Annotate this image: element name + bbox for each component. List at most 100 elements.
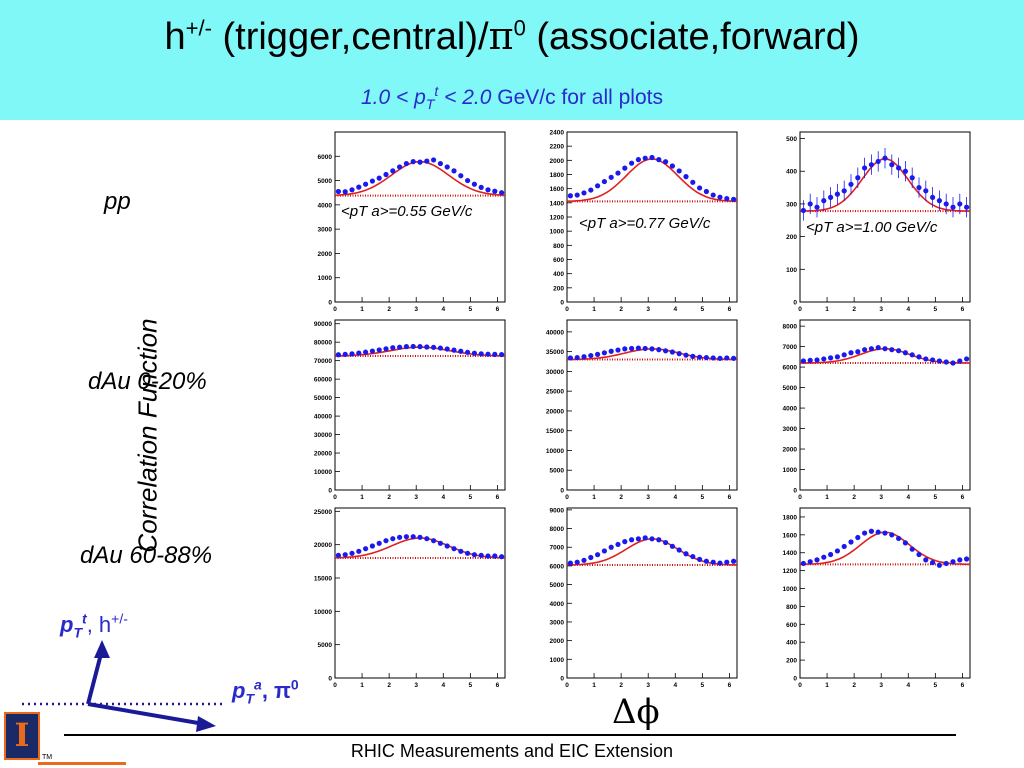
title-banner [0, 0, 1024, 120]
data-point [615, 541, 621, 548]
y-tick-label: 0 [793, 300, 797, 307]
subtitle-part: < 2.0 [438, 86, 492, 109]
data-point [363, 546, 369, 552]
trigger-label: pTt, h+/- [60, 610, 128, 641]
x-tick-label: 5 [934, 306, 938, 313]
data-point [471, 552, 477, 558]
data-point [950, 559, 956, 565]
data-point [403, 534, 409, 540]
data-point [601, 350, 608, 356]
correlation-plot: 0 1000 2000 3000 4000 5000 6000 0 1 2 3 4 5 6 <pT a>=0… [318, 131, 506, 313]
y-tick-label: 200 [553, 285, 564, 292]
x-tick-label: 5 [934, 682, 938, 689]
title-part: h [164, 16, 186, 58]
subtitle-part: 1.0 < p [361, 86, 426, 109]
data-point [444, 164, 450, 170]
title-sup: 0 [513, 15, 526, 41]
correlation-plot: 0 5000 10000 15000 20000 25000 0 1 2 3 4 5 6 [314, 507, 506, 689]
data-point [437, 345, 443, 351]
data-point [923, 188, 929, 194]
data-point [663, 348, 669, 354]
data-point [855, 349, 861, 355]
data-point [403, 160, 409, 167]
y-tick-label: 0 [560, 300, 564, 307]
data-point [342, 189, 348, 195]
data-point [807, 201, 813, 207]
y-tick-label: 1000 [550, 229, 565, 236]
x-tick-label: 2 [619, 494, 623, 501]
y-tick-label: 2400 [550, 130, 565, 137]
data-point [649, 346, 655, 352]
x-tick-label: 3 [879, 306, 883, 313]
y-tick-label: 400 [786, 169, 797, 176]
correlation-plot: 0 200 400 600 800 1000 1200 1400 1600 1800 0 1 2 3 4 5 6 [783, 507, 971, 689]
y-tick-label: 3000 [783, 426, 798, 433]
y-tick-label: 40000 [546, 329, 564, 336]
data-point [841, 188, 847, 194]
x-tick-label: 6 [961, 306, 965, 313]
data-point [800, 358, 807, 364]
x-tick-label: 2 [852, 494, 856, 501]
y-tick-label: 6000 [550, 563, 565, 570]
subtitle-part: GeV/c for all plots [491, 86, 663, 109]
x-tick-label: 2 [387, 682, 391, 689]
y-tick-label: 1800 [783, 514, 798, 521]
x-tick-label: 4 [673, 306, 677, 313]
data-point [669, 543, 676, 549]
correlation-plot: 0 1000 2000 3000 4000 5000 6000 7000 8000 0 1 2 3 4 5 6 [783, 319, 971, 501]
data-point [465, 550, 471, 556]
x-tick-label: 3 [414, 306, 418, 313]
x-tick-label: 1 [360, 306, 364, 313]
data-point [943, 201, 949, 207]
data-point [376, 540, 382, 546]
data-point [649, 536, 655, 542]
data-point [437, 540, 443, 546]
data-point [676, 351, 682, 357]
x-tick-label: 4 [906, 494, 910, 501]
data-point [882, 155, 888, 161]
data-point [800, 560, 807, 567]
plot-annotation: <pT a>=0.77 GeV/c [579, 215, 711, 232]
x-tick-label: 3 [646, 494, 650, 501]
x-tick-label: 2 [619, 682, 623, 689]
y-tick-label: 4000 [783, 406, 798, 413]
data-point [841, 543, 847, 550]
plot-frame [566, 319, 738, 491]
y-tick-label: 50000 [314, 395, 332, 402]
x-tick-label: 0 [798, 306, 802, 313]
x-tick-label: 0 [333, 306, 337, 313]
x-tick-label: 4 [906, 682, 910, 689]
data-point [410, 343, 416, 350]
x-tick-label: 0 [565, 494, 569, 501]
x-tick-label: 6 [961, 682, 965, 689]
data-point [710, 559, 716, 565]
data-point [335, 352, 341, 358]
trigger-arrow [86, 649, 104, 705]
y-tick-label: 1600 [550, 186, 565, 193]
data-point [821, 554, 827, 560]
y-tick-label: 1600 [783, 532, 798, 539]
page-title: h+/- (trigger,central)/π0 (associate,for… [0, 14, 1024, 59]
data-point [444, 543, 450, 549]
data-point [451, 546, 457, 552]
y-tick-label: 7000 [550, 545, 565, 552]
y-tick-label: 10000 [546, 448, 564, 455]
data-point [397, 344, 403, 350]
row-label-pp: pp [104, 188, 131, 215]
data-point [683, 551, 689, 557]
row-label-dau-central: dAu 0-20% [88, 368, 207, 395]
x-tick-label: 1 [592, 682, 596, 689]
x-tick-label: 6 [728, 494, 732, 501]
title-sup: +/- [185, 15, 212, 41]
data-point [356, 350, 362, 356]
data-point [465, 177, 471, 184]
x-tick-label: 3 [879, 494, 883, 501]
y-tick-label: 30000 [546, 369, 564, 376]
y-tick-label: 25000 [546, 389, 564, 396]
data-point [896, 165, 902, 171]
x-tick-label: 1 [825, 306, 829, 313]
data-point [875, 158, 881, 165]
x-tick-label: 3 [646, 682, 650, 689]
x-tick-label: 1 [360, 682, 364, 689]
y-tick-label: 3000 [550, 619, 565, 626]
